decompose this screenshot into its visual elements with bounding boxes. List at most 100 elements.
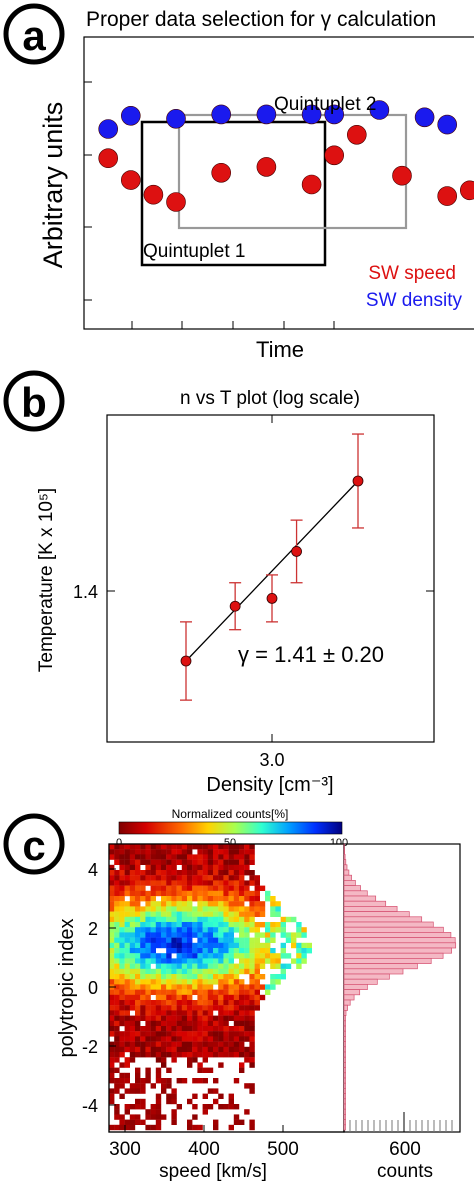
heatmap-cell-200 xyxy=(161,880,167,886)
heatmap-cell-1320 xyxy=(135,1104,141,1110)
heatmap-cell-1035 xyxy=(114,1020,120,1027)
heatmap-cell-1151 xyxy=(155,1041,162,1047)
heatmap-cell-611 xyxy=(150,948,156,954)
histogram-bar-41 xyxy=(343,1056,346,1063)
heatmap-cell-1230 xyxy=(171,1057,177,1063)
heatmap-cell-90 xyxy=(150,859,156,865)
heatmap-cell-756 xyxy=(181,968,188,975)
heatmap-cell-758 xyxy=(192,968,198,975)
heatmap-cell-281 xyxy=(135,896,141,902)
heatmap-cell-1185 xyxy=(192,1046,198,1053)
heatmap-cell-1076 xyxy=(197,1026,203,1032)
heatmap-cell-573 xyxy=(140,942,146,949)
heatmap-cell-1281 xyxy=(135,1083,141,1089)
heatmap-cell-952 xyxy=(114,1005,120,1011)
heatmap-cell-983 xyxy=(124,1010,130,1016)
heatmap-cell-1202 xyxy=(140,1052,146,1058)
heatmap-cell-735 xyxy=(254,963,260,969)
heatmap-cell-597 xyxy=(265,942,271,949)
heatmap-cell-255 xyxy=(150,890,156,897)
heatmap-cell-1052 xyxy=(207,1020,214,1027)
heatmap-cell-370 xyxy=(124,911,130,917)
heatmap-cell-1279 xyxy=(119,1083,125,1089)
heatmap-cell-720 xyxy=(176,963,182,969)
heatmap-cell-614 xyxy=(176,948,182,954)
panel-b: b n vs T plot (log scale) 1.4 3.0 γ = 1.… xyxy=(3,370,435,796)
panel-b-title: n vs T plot (log scale) xyxy=(180,388,360,409)
heatmap-cell-103 xyxy=(218,859,224,865)
heatmap-cell-259 xyxy=(171,890,177,897)
heatmap-cell-1223 xyxy=(249,1052,255,1058)
histogram-bar-18 xyxy=(343,937,456,944)
heatmap-cell-1211 xyxy=(187,1052,193,1058)
heatmap-cell-1297 xyxy=(213,1088,219,1094)
heatmap-cell-374 xyxy=(145,911,151,917)
heatmap-cell-529 xyxy=(270,932,276,938)
heatmap-cell-154 xyxy=(213,870,219,876)
heatmap-cell-73 xyxy=(202,854,208,860)
heatmap-cell-287 xyxy=(171,896,177,902)
heatmap-cell-135 xyxy=(114,870,120,876)
histogram-bar-35 xyxy=(343,1025,346,1032)
heatmap-cell-1184 xyxy=(187,1046,193,1053)
heatmap-cell-413 xyxy=(181,916,188,923)
heatmap-cell-1199 xyxy=(119,1052,125,1058)
heatmap-cell-104 xyxy=(223,859,229,865)
heatmap-cell-982 xyxy=(119,1010,125,1016)
sw-speed-point-7 xyxy=(211,163,231,183)
heatmap-cell-951 xyxy=(109,1005,115,1011)
histogram-bar-32 xyxy=(343,1010,347,1016)
heatmap-cell-1344 xyxy=(145,1114,151,1120)
heatmap-cell-140 xyxy=(140,870,146,876)
heatmap-cell-446 xyxy=(192,922,198,928)
heatmap-cell-964 xyxy=(176,1005,182,1011)
heatmap-cell-1243 xyxy=(239,1062,245,1068)
heatmap-cell-652 xyxy=(192,953,198,959)
histogram-bar-48 xyxy=(343,1093,346,1100)
heatmap-cell-694 xyxy=(218,958,224,964)
heatmap-ytick-0: 0 xyxy=(88,978,98,998)
heatmap-cell-93 xyxy=(166,859,172,865)
heatmap-cell-960 xyxy=(155,1005,162,1011)
heatmap-cell-251 xyxy=(129,890,136,897)
heatmap-cell-89 xyxy=(145,859,151,865)
panel-b-point-2 xyxy=(266,592,278,604)
heatmap-cell-46 xyxy=(207,849,214,855)
heatmap-cell-315 xyxy=(161,901,167,907)
heatmap-cell-388 xyxy=(218,911,224,917)
heatmap-cell-352 xyxy=(197,906,203,912)
heatmap-cell-395 xyxy=(254,911,260,917)
heatmap-cell-476 xyxy=(166,927,172,933)
heatmap-cell-869 xyxy=(135,989,141,995)
heatmap-cell-588 xyxy=(218,942,224,949)
heatmap-cell-767 xyxy=(239,968,245,975)
heatmap-cell-1082 xyxy=(228,1026,234,1032)
heatmap-cell-685 xyxy=(171,958,177,964)
heatmap-cell-244 xyxy=(244,885,250,891)
heatmap-cell-424 xyxy=(239,916,245,923)
heatmap-cell-1117 xyxy=(124,1036,130,1042)
heatmap-cell-218 xyxy=(254,880,260,886)
heatmap-cell-1257 xyxy=(124,1072,130,1079)
heatmap-cell-1350 xyxy=(233,1114,240,1120)
heatmap-cell-1313 xyxy=(171,1098,177,1105)
heatmap-cell-1138 xyxy=(233,1036,240,1042)
heatmap-cell-996 xyxy=(197,1010,203,1016)
heatmap-cell-67 xyxy=(171,854,177,860)
heatmap-cell-1262 xyxy=(114,1078,120,1084)
heatmap-cell-278 xyxy=(114,896,120,902)
heatmap-cell-522 xyxy=(223,932,229,938)
heatmap-cell-342 xyxy=(145,906,151,912)
heatmap-cell-1100 xyxy=(176,1031,182,1037)
heatmap-cell-1132 xyxy=(202,1036,208,1042)
heatmap-cell-1159 xyxy=(197,1041,203,1047)
heatmap-cell-543 xyxy=(150,937,156,943)
heatmap-cell-571 xyxy=(129,942,136,949)
heatmap-cell-1231 xyxy=(187,1057,193,1063)
heatmap-cell-416 xyxy=(197,916,203,923)
heatmap-cell-632 xyxy=(270,948,276,954)
heatmap-cell-312 xyxy=(145,901,151,907)
heatmap-cell-594 xyxy=(249,942,255,949)
heatmap-cell-821 xyxy=(202,979,208,985)
panel-a-title: Proper data selection for γ calculation xyxy=(86,8,436,31)
